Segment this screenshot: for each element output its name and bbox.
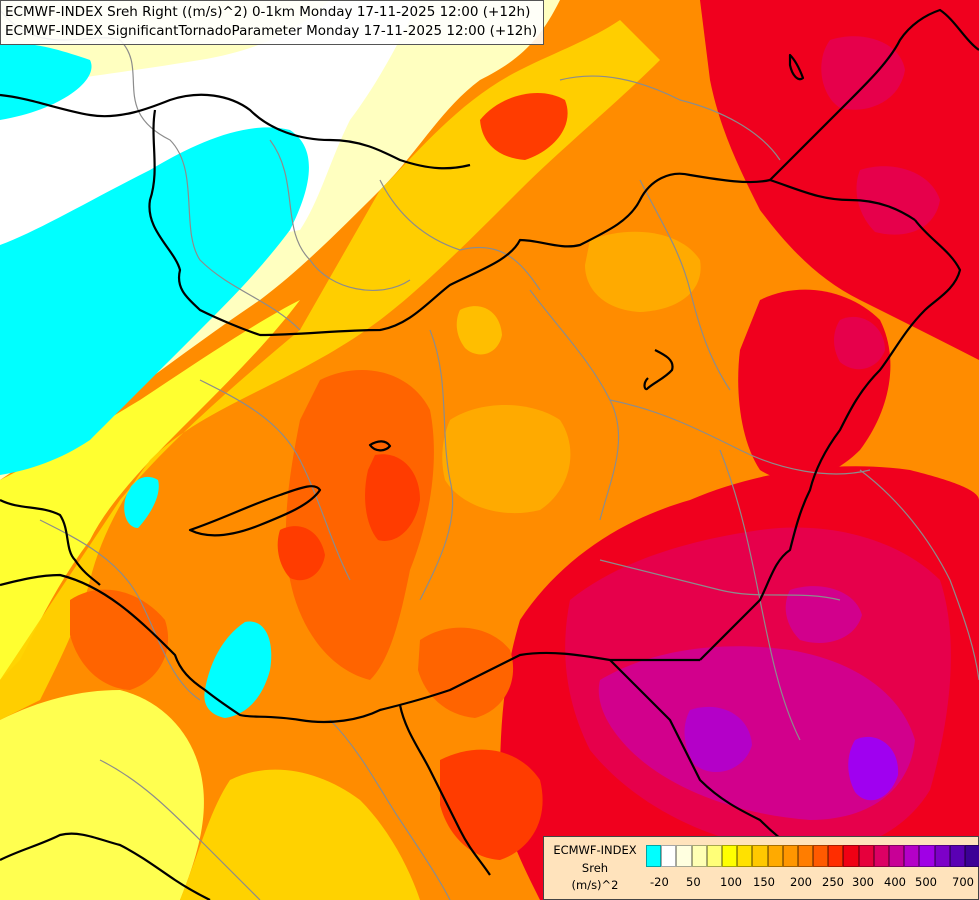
field-crimson-northeast-2 <box>856 166 940 235</box>
border-river-loop <box>643 349 674 391</box>
field-purple-south-1 <box>684 706 752 773</box>
legend-swatch <box>813 845 829 867</box>
legend-swatch <box>691 845 707 867</box>
legend-ticks: -20 50 100 150 200 250 300 400 500 700 <box>644 875 974 891</box>
border-south <box>0 573 700 724</box>
legend-tick-label: 200 <box>790 875 812 889</box>
field-cyan-zone-northwest <box>0 43 92 120</box>
legend-swatch <box>737 845 753 867</box>
border-west-inner <box>148 109 916 337</box>
field-gold-belt <box>0 20 660 720</box>
field-yellow-band-west <box>0 300 300 680</box>
border-southwest-corner <box>0 832 211 900</box>
legend-variable-label: Sreh <box>581 861 609 875</box>
legend-tick-label: 150 <box>753 875 775 889</box>
legend-swatch <box>828 845 844 867</box>
field-red-orange-north <box>480 92 568 160</box>
legend-swatch <box>964 845 979 867</box>
field-gold-southwest <box>180 769 420 900</box>
field-red-orange-southeast <box>440 749 543 860</box>
field-purple-south-2 <box>848 736 899 801</box>
legend-swatch <box>889 845 905 867</box>
legend-swatch <box>919 845 935 867</box>
legend-swatch <box>646 845 662 867</box>
legend-tick-label: 500 <box>915 875 937 889</box>
field-red-northeast <box>700 0 979 360</box>
legend-tick-label: 250 <box>822 875 844 889</box>
border-north-loop <box>788 53 805 81</box>
legend-swatch <box>782 845 798 867</box>
legend-swatch <box>934 845 950 867</box>
field-dark-orange-south <box>418 627 514 718</box>
country-borders <box>0 8 979 900</box>
legend-swatches <box>646 845 979 867</box>
field-cyan-zone-south-1 <box>124 476 159 528</box>
field-crimson-northeast-1 <box>821 36 905 110</box>
field-magenta-north <box>785 586 862 643</box>
legend-tick-label: 400 <box>884 875 906 889</box>
field-red-orange-center <box>365 454 420 541</box>
border-south-east <box>609 659 821 862</box>
field-dark-orange-center <box>285 370 434 680</box>
field-amber-patch-2 <box>585 231 701 312</box>
legend-tick-label: 50 <box>686 875 701 889</box>
field-white-zone <box>0 0 420 245</box>
border-north-east <box>769 8 979 181</box>
map-title-box: ECMWF-INDEX Sreh Right ((m/s)^2) 0-1km M… <box>0 0 545 45</box>
legend-swatch <box>843 845 859 867</box>
legend-swatch <box>676 845 692 867</box>
legend-swatch <box>873 845 889 867</box>
field-red-orange-west <box>277 526 325 581</box>
legend-tick-label: 300 <box>852 875 874 889</box>
border-lake-2 <box>368 440 392 452</box>
legend-swatch <box>904 845 920 867</box>
map-title-line-1: ECMWF-INDEX Sreh Right ((m/s)^2) 0-1km M… <box>5 4 531 20</box>
legend-unit-label: (m/s)^2 <box>571 878 619 892</box>
legend-model-label: ECMWF-INDEX <box>553 843 637 857</box>
border-north-west <box>0 93 471 170</box>
color-legend: ECMWF-INDEX Sreh (m/s)^2 -20 50 100 150 200 2… <box>543 836 979 900</box>
legend-swatch <box>661 845 677 867</box>
legend-tick-label: 700 <box>952 875 974 889</box>
field-cyan-zone-west <box>0 127 309 476</box>
border-east <box>699 219 962 661</box>
border-west-south <box>0 499 101 586</box>
map-title-line-2: ECMWF-INDEX SignificantTornadoParameter … <box>5 23 538 39</box>
field-amber-patch-1 <box>442 405 571 514</box>
field-dark-orange-southwest <box>70 589 169 690</box>
legend-swatch <box>706 845 722 867</box>
legend-swatch <box>752 845 768 867</box>
field-amber-patch-3 <box>456 306 502 355</box>
legend-swatch <box>767 845 783 867</box>
legend-tick-label: 100 <box>720 875 742 889</box>
border-south-inner <box>398 704 491 876</box>
legend-swatch <box>858 845 874 867</box>
legend-swatch <box>721 845 738 867</box>
legend-swatch <box>949 845 965 867</box>
field-cyan-zone-south-2 <box>204 621 272 718</box>
legend-tick-label: -20 <box>650 875 669 889</box>
border-lake-1 <box>188 485 322 537</box>
field-yellow-southwest <box>0 690 204 900</box>
legend-swatch <box>797 845 814 867</box>
field-crimson-east <box>834 316 885 370</box>
field-magenta-southeast <box>598 646 915 820</box>
